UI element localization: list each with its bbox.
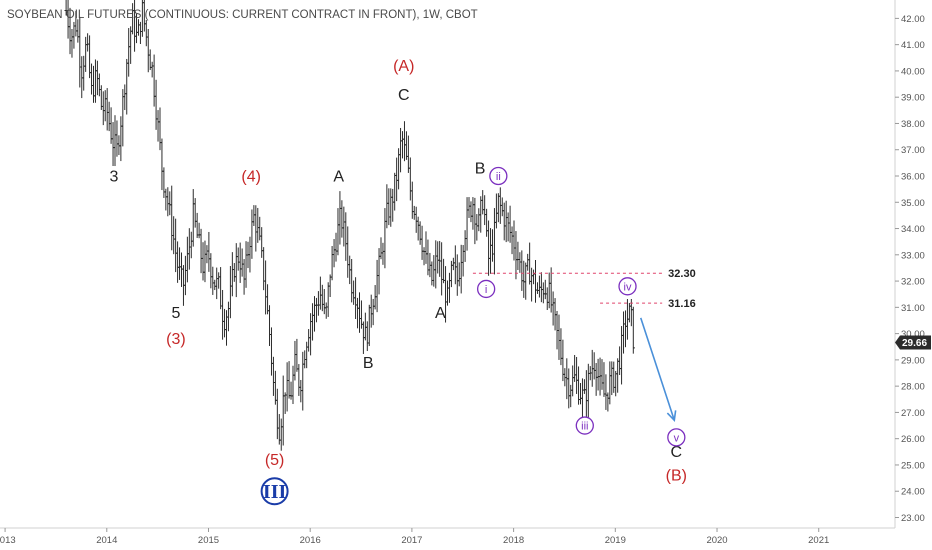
y-tick-label: 32.00 [901,277,925,288]
x-tick-label: 2020 [706,535,727,546]
y-tick-label: 27.00 [901,408,925,419]
wave-label: A [435,305,446,322]
label-ring [618,277,637,296]
wave-label: (4) [241,168,261,185]
y-tick-label: 38.00 [901,119,925,130]
projection-arrow-layer [639,317,677,423]
label-text: i [485,284,487,296]
label-text: III [263,481,287,503]
y-tick-label: 35.00 [901,198,925,209]
y-tick-label: 28.00 [901,382,925,393]
label-text: v [674,432,680,444]
label-text: ii [496,171,501,183]
last-price-badge [895,335,931,350]
wave-label: B [363,355,374,372]
y-tick-label: 26.00 [901,434,925,445]
label-ring [575,416,594,435]
y-tick-label: 29.00 [901,355,925,366]
label-ring [260,477,289,506]
y-tick-label: 33.00 [901,250,925,261]
circled-wave-label: v [667,428,686,447]
wave-label: 5 [171,305,180,322]
x-tick-label: 2018 [503,535,524,546]
y-tick-label: 39.00 [901,93,925,104]
y-tick-label: 25.00 [901,460,925,471]
wave-label: (B) [666,468,687,485]
y-tick-label: 34.00 [901,224,925,235]
x-tick-label: 2021 [808,535,829,546]
last-price-tag: 29.66 [895,335,931,350]
wave-label: C [398,87,410,104]
label-text: iv [624,281,632,293]
wave-label: (3) [166,331,186,348]
label-ring [476,279,496,299]
horizontal-levels: 32.30 31.16 [472,268,696,310]
circled-wave-label: i [476,279,496,299]
x-tick-label: 2013 [0,535,16,546]
y-tick-label: 23.00 [901,513,925,524]
ohlc-bar [631,306,635,354]
x-tick-label: 2016 [300,535,321,546]
last-price-label: 29.66 [902,338,927,349]
wave-label: (A) [393,58,414,75]
y-tick-label: 40.00 [901,66,925,77]
projection-arrow-head [666,410,677,423]
circled-wave-label: iii [575,416,594,435]
level-label: 31.16 [668,298,696,310]
price-bars [64,0,635,451]
wave-label: A [333,168,344,185]
wave-label: B [475,160,486,177]
y-tick-label: 42.00 [901,14,925,25]
x-tick-label: 2014 [96,535,117,546]
circled-wave-label: iv [618,277,637,296]
label-ring [489,166,508,186]
y-tick-label: 30.00 [901,329,925,340]
y-tick-label: 24.00 [901,487,925,498]
projection-arrow-shaft [639,317,676,421]
chart-title: SOYBEAN OIL FUTURES (CONTINUOUS: CURRENT… [7,9,478,21]
y-tick-label: 37.00 [901,145,925,156]
x-tick-label: 2019 [605,535,626,546]
label-ring [667,428,686,447]
wave-label: 3 [109,168,118,185]
label-text: iii [581,421,588,433]
y-tick-label: 31.00 [901,303,925,314]
wave-label: (5) [265,452,285,469]
y-tick-label: 36.00 [901,172,925,183]
level-label: 32.30 [668,268,696,280]
x-tick-label: 2015 [198,535,219,546]
x-tick-label: 2017 [401,535,422,546]
circled-wave-label: ii [489,166,508,186]
y-tick-label: 41.00 [901,40,925,51]
circled-wave-label: III [260,477,289,506]
wave-label: C [671,444,683,461]
